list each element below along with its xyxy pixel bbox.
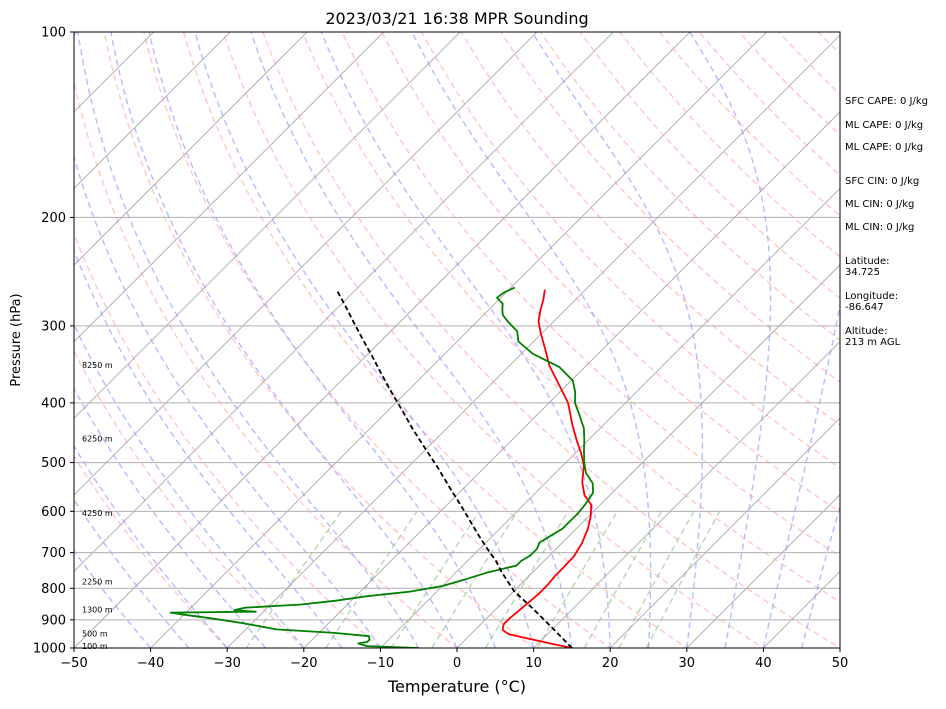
x-tick-label: −10 (367, 656, 394, 671)
moist-adiabat-line (195, 32, 534, 648)
isotherm-line (227, 32, 843, 648)
x-tick-label: 0 (453, 656, 461, 671)
x-tick-label: −50 (60, 656, 87, 671)
isotherm-line (74, 32, 690, 648)
height-label: 4250 m (82, 509, 113, 518)
annotation-text: ML CIN: 0 J/kg (845, 222, 914, 233)
moist-adiabat-line (251, 32, 572, 648)
mixing-ratio-line (538, 511, 618, 648)
y-tick-label: 300 (41, 319, 66, 334)
x-tick-label: 50 (832, 656, 849, 671)
y-tick-label: 800 (41, 582, 66, 597)
annotation-text: Longitude: (845, 291, 898, 302)
annotation-text: Altitude: (845, 326, 887, 337)
dry-adiabat-line (0, 32, 318, 661)
parcel-line (337, 290, 572, 648)
chart-title: 2023/03/21 16:38 MPR Sounding (325, 9, 588, 28)
moist-adiabat-line (0, 32, 227, 648)
annotation-text: -86.647 (845, 302, 884, 313)
mixing-ratio-line (326, 511, 417, 648)
height-label: 500 m (82, 630, 108, 639)
mixing-ratio-line (432, 511, 518, 648)
sounding-annotations: SFC CAPE: 0 J/kg ML CAPE: 0 J/kg ML CAPE: … (845, 96, 928, 348)
isotherm-line (0, 32, 1, 648)
moist-adiabat-line (532, 32, 702, 648)
y-tick-label: 500 (41, 456, 66, 471)
y-tick-label: 200 (41, 211, 66, 226)
y-tick-label: 100 (41, 26, 66, 41)
height-label: 2250 m (82, 578, 113, 587)
y-axis-label: Pressure (hPa) (9, 293, 24, 386)
annotation-text: SFC CAPE: 0 J/kg (845, 96, 928, 107)
y-tick-label: 1000 (33, 642, 66, 657)
x-axis-label: Temperature (°C) (387, 677, 526, 696)
x-tick-label: 10 (525, 656, 542, 671)
dry-adiabat-line (104, 32, 551, 661)
annotation-text: SFC CIN: 0 J/kg (845, 176, 919, 187)
y-tick-label: 700 (41, 546, 66, 561)
annotation-text: ML CAPE: 0 J/kg (845, 142, 923, 153)
y-tick-label: 400 (41, 396, 66, 411)
moist-adiabat-line (23, 32, 343, 648)
dry-adiabat-line (303, 32, 940, 661)
y-tick-label: 900 (41, 613, 66, 628)
annotation-text: Latitude: (845, 256, 890, 267)
dry-adiabat-line (184, 32, 707, 661)
x-tick-label: 40 (755, 656, 772, 671)
isotherm-line (0, 32, 613, 648)
x-tick-label: −20 (290, 656, 317, 671)
y-tick-label: 600 (41, 505, 66, 520)
annotation-text: ML CIN: 0 J/kg (845, 199, 914, 210)
dry-adiabat-line (0, 32, 240, 661)
annotation-text: 213 m AGL (845, 337, 901, 348)
annotation-text: 34.725 (845, 267, 880, 278)
height-labels: 100 m 500 m 1300 m 2250 m 4250 m 6250 m 8250 m (82, 361, 113, 651)
dry-adiabat-line (25, 32, 396, 661)
moist-adiabat-line (0, 32, 189, 648)
height-label: 8250 m (82, 361, 113, 370)
plot-frame (74, 32, 840, 648)
height-label: 6250 m (82, 435, 113, 444)
x-tick-label: −40 (137, 656, 164, 671)
annotation-text: ML CAPE: 0 J/kg (845, 120, 923, 131)
height-label: 1300 m (82, 606, 113, 615)
isotherm-line (304, 32, 920, 648)
mixing-ratio-line (246, 511, 341, 648)
background-lines (0, 32, 946, 661)
x-tick-label: 20 (602, 656, 619, 671)
x-tick-label: −30 (213, 656, 240, 671)
dry-adiabat-line (263, 32, 862, 661)
dry-adiabat-line (64, 32, 473, 661)
x-tick-label: 30 (679, 656, 696, 671)
height-label: 100 m (82, 642, 108, 651)
moist-adiabat-line (149, 32, 495, 648)
